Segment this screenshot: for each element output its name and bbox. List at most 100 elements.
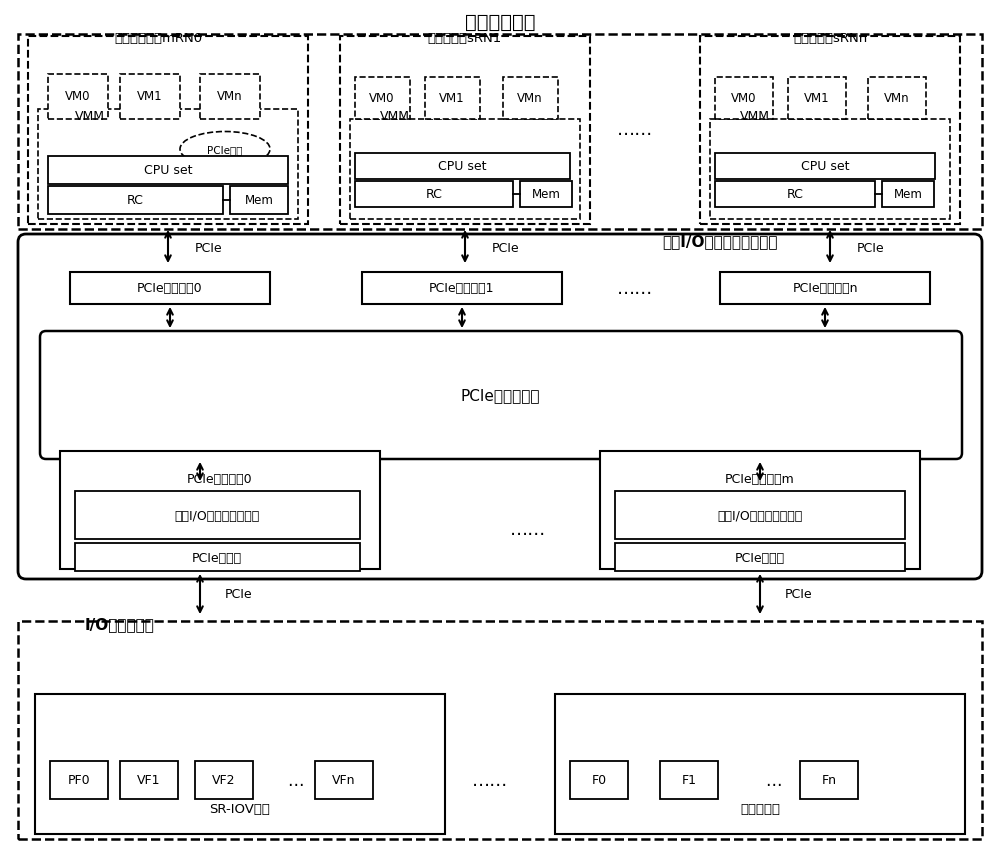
Text: 直接I/O虚拟化接口设备: 直接I/O虚拟化接口设备	[717, 509, 803, 522]
Text: VM1: VM1	[439, 92, 465, 106]
Bar	[710, 120, 950, 220]
Text: 根节点子系统: 根节点子系统	[465, 13, 535, 32]
Text: CPU set: CPU set	[801, 160, 849, 173]
Bar	[50, 761, 108, 799]
Text: SR-IOV设备: SR-IOV设备	[210, 803, 270, 815]
Text: PCIe控制器: PCIe控制器	[735, 551, 785, 564]
Text: VM1: VM1	[137, 90, 163, 103]
Text: VF1: VF1	[137, 774, 161, 786]
Bar	[555, 694, 965, 834]
Text: 多功能设备: 多功能设备	[740, 803, 780, 815]
Text: 多根I/O虚拟化共享控制器: 多根I/O虚拟化共享控制器	[662, 234, 778, 249]
Text: CPU set: CPU set	[438, 160, 486, 173]
Text: PCIe下游端口0: PCIe下游端口0	[187, 473, 253, 486]
Text: …: …	[287, 771, 303, 789]
Bar	[18, 621, 982, 839]
Bar	[615, 492, 905, 539]
Text: VM0: VM0	[369, 92, 395, 106]
Bar	[38, 110, 298, 220]
Text: VMn: VMn	[884, 92, 910, 106]
Text: CPU set: CPU set	[144, 164, 192, 177]
Bar	[600, 452, 920, 569]
Text: PCIe: PCIe	[195, 241, 223, 254]
Bar	[315, 761, 373, 799]
FancyBboxPatch shape	[40, 331, 962, 459]
Bar	[48, 187, 223, 215]
Text: PCIe: PCIe	[492, 241, 520, 254]
Text: VM0: VM0	[731, 92, 757, 106]
Bar	[520, 181, 572, 208]
Bar	[195, 761, 253, 799]
Text: PF0: PF0	[68, 774, 90, 786]
Text: Mem: Mem	[532, 188, 560, 201]
Text: PCIe上游端口n: PCIe上游端口n	[792, 282, 858, 295]
Bar	[60, 452, 380, 569]
Text: VMM: VMM	[380, 109, 410, 123]
Text: RC: RC	[787, 188, 803, 201]
Text: ……: ……	[510, 521, 546, 538]
Text: PCIe上游端口1: PCIe上游端口1	[429, 282, 495, 295]
Text: PCIe下游端口m: PCIe下游端口m	[725, 473, 795, 486]
Bar	[355, 181, 513, 208]
Text: VM0: VM0	[65, 90, 91, 103]
Text: PCIe: PCIe	[857, 241, 885, 254]
Bar	[48, 75, 108, 120]
Text: …: …	[765, 771, 781, 789]
Text: RC: RC	[426, 188, 442, 201]
Text: PCIe多根交换机: PCIe多根交换机	[460, 388, 540, 403]
Text: 从属根节点sRNn: 从属根节点sRNn	[793, 32, 867, 44]
Bar	[340, 37, 590, 225]
Bar	[355, 78, 410, 120]
Bar	[350, 120, 580, 220]
Bar	[715, 78, 773, 120]
Bar	[120, 761, 178, 799]
Text: VMM: VMM	[75, 109, 105, 123]
Bar	[788, 78, 846, 120]
Bar	[200, 75, 260, 120]
Ellipse shape	[180, 132, 270, 167]
Text: F0: F0	[591, 774, 607, 786]
Bar	[35, 694, 445, 834]
Bar	[120, 75, 180, 120]
Text: 直接I/O虚拟化接口设备: 直接I/O虚拟化接口设备	[174, 509, 260, 522]
Bar	[503, 78, 558, 120]
Text: I/O设备子系统: I/O设备子系统	[85, 617, 155, 632]
Bar	[700, 37, 960, 225]
Bar	[18, 35, 982, 230]
Bar	[75, 492, 360, 539]
Bar	[868, 78, 926, 120]
Bar	[75, 544, 360, 572]
Text: ……: ……	[472, 771, 508, 789]
Bar	[425, 78, 480, 120]
Text: VM1: VM1	[804, 92, 830, 106]
Text: ……: ……	[617, 279, 653, 297]
Text: PCIe控制器: PCIe控制器	[192, 551, 242, 564]
Text: Mem: Mem	[894, 188, 922, 201]
Bar	[28, 37, 308, 225]
FancyBboxPatch shape	[18, 234, 982, 579]
Bar	[48, 157, 288, 185]
Text: PCIe上游端口0: PCIe上游端口0	[137, 282, 203, 295]
Text: Mem: Mem	[245, 194, 273, 207]
Bar	[230, 187, 288, 215]
Text: ……: ……	[617, 121, 653, 139]
Bar	[355, 154, 570, 180]
Text: VFn: VFn	[332, 774, 356, 786]
Text: 从属根节点sRN1: 从属根节点sRN1	[428, 32, 502, 44]
Bar	[882, 181, 934, 208]
Text: F1: F1	[682, 774, 696, 786]
Bar	[570, 761, 628, 799]
Bar	[715, 154, 935, 180]
Text: VF2: VF2	[212, 774, 236, 786]
Bar	[70, 273, 270, 305]
Text: RC: RC	[127, 194, 143, 207]
Text: 主控制根节点mRN0: 主控制根节点mRN0	[114, 32, 202, 44]
Bar	[800, 761, 858, 799]
Bar	[715, 181, 875, 208]
Text: VMn: VMn	[517, 92, 543, 106]
Text: VMn: VMn	[217, 90, 243, 103]
Text: PCIe: PCIe	[225, 588, 253, 601]
Bar	[660, 761, 718, 799]
Text: VMM: VMM	[740, 109, 770, 123]
Bar	[615, 544, 905, 572]
